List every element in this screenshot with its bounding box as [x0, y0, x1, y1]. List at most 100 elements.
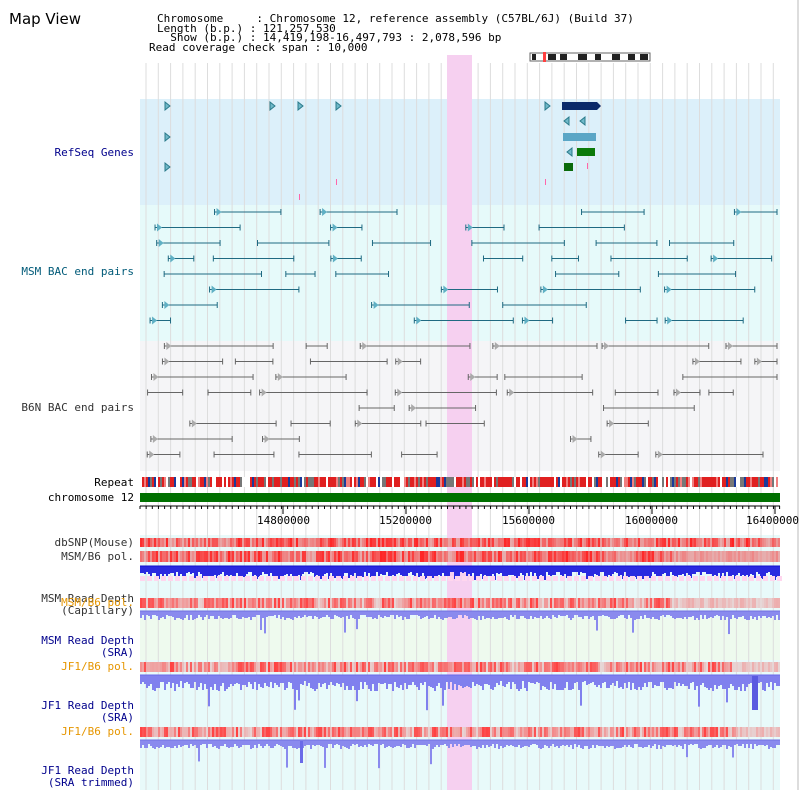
msm-b6-pol-heatmap-2	[764, 598, 766, 608]
jf1-b6-pol-heatmap	[218, 662, 220, 672]
repeat-segment	[572, 477, 574, 487]
msm-b6-pol-heatmap-2	[660, 598, 662, 608]
jf1-b6-pol-heatmap-2	[630, 727, 632, 737]
jf1-b6-pol-heatmap	[642, 662, 644, 672]
repeat-segment	[222, 477, 224, 487]
jf1-sra-depth	[714, 675, 716, 685]
msm-b6-pol-heatmap-2	[562, 598, 564, 608]
jf1-b6-pol-heatmap-2	[180, 727, 182, 737]
msm-capillary-depth-shade	[301, 576, 306, 581]
jf1-b6-pol-heatmap	[630, 662, 632, 672]
msm-b6-pol-heatmap	[770, 551, 772, 562]
jf1-sra-depth	[186, 675, 188, 682]
jf1-sra-depth	[698, 675, 700, 707]
dbsnp-heatmap	[524, 538, 526, 547]
msm-b6-pol-heatmap-2	[174, 598, 176, 608]
repeat-segment	[478, 477, 480, 487]
msm-capillary-depth	[234, 566, 236, 578]
dbsnp-heatmap	[550, 538, 552, 547]
jf1-b6-pol-heatmap-2	[286, 727, 288, 737]
jf1-b6-pol-heatmap-2	[408, 727, 410, 737]
repeat-segment	[652, 477, 654, 487]
msm-b6-pol-heatmap	[708, 551, 710, 562]
msm-capillary-depth	[552, 566, 554, 575]
msm-b6-pol-heatmap-2	[568, 598, 570, 608]
jf1-b6-pol-heatmap	[664, 662, 666, 672]
ideogram-band	[532, 54, 536, 60]
dbsnp-heatmap	[200, 538, 202, 547]
track-label-msm-bac[interactable]: MSM BAC end pairs	[21, 265, 134, 278]
jf1-b6-pol-heatmap	[540, 662, 542, 672]
jf1-b6-pol-heatmap	[600, 662, 602, 672]
repeat-segment	[556, 477, 558, 487]
msm-capillary-depth	[346, 566, 348, 573]
jf1-b6-pol-heatmap-2	[368, 727, 370, 737]
msm-b6-pol-heatmap-2	[666, 598, 668, 608]
msm-b6-pol-heatmap-2	[518, 598, 520, 608]
msm-b6-pol-heatmap-2	[284, 598, 286, 608]
msm-capillary-depth	[212, 566, 214, 579]
jf1-trimmed-depth	[522, 740, 524, 747]
jf1-b6-pol-heatmap	[282, 662, 284, 672]
msm-b6-pol-heatmap-2	[200, 598, 202, 608]
jf1-sra-depth	[366, 675, 368, 685]
track-label-msm-b6-pol: MSM/B6 pol.	[61, 550, 134, 563]
jf1-trimmed-depth	[168, 740, 170, 747]
jf1-b6-pol-heatmap	[190, 662, 192, 672]
bac-end-marker	[332, 254, 338, 263]
msm-capillary-depth	[634, 566, 636, 577]
msm-sra-depth	[746, 611, 748, 620]
jf1-sra-depth	[684, 675, 686, 686]
msm-b6-pol-heatmap-2	[184, 598, 186, 608]
msm-capillary-depth-shade	[742, 576, 747, 581]
jf1-b6-pol-heatmap	[526, 662, 528, 672]
msm-b6-pol-heatmap	[722, 551, 724, 562]
msm-sra-depth	[404, 611, 406, 617]
msm-b6-pol-heatmap-2	[404, 598, 406, 608]
msm-b6-pol-heatmap-2	[290, 598, 292, 608]
msm-sra-depth	[196, 611, 198, 618]
msm-b6-pol-heatmap	[672, 551, 674, 562]
repeat-segment	[576, 477, 578, 487]
repeat-segment	[526, 477, 528, 487]
jf1-trimmed-depth	[730, 740, 732, 747]
msm-capillary-depth	[444, 566, 446, 579]
dbsnp-heatmap	[512, 538, 514, 547]
jf1-sra-depth	[474, 675, 476, 686]
track-label-refseq[interactable]: RefSeq Genes	[54, 146, 134, 159]
msm-sra-depth	[602, 611, 604, 615]
msm-b6-pol-heatmap	[468, 551, 470, 562]
jf1-sra-depth	[354, 675, 356, 690]
msm-capillary-depth	[496, 566, 498, 573]
msm-capillary-depth-shade	[595, 576, 600, 581]
track-label-b6n-bac[interactable]: B6N BAC end pairs	[21, 401, 134, 414]
jf1-trimmed-depth	[290, 740, 292, 746]
repeat-segment	[392, 477, 394, 487]
jf1-trimmed-depth	[554, 740, 556, 747]
dbsnp-heatmap	[268, 538, 270, 547]
jf1-b6-pol-heatmap-2	[370, 727, 372, 737]
dbsnp-heatmap	[178, 538, 180, 547]
jf1-b6-pol-heatmap-2	[632, 727, 634, 737]
track-label-dbsnp: dbSNP(Mouse)	[54, 536, 134, 549]
msm-capillary-depth	[184, 566, 186, 579]
msm-b6-pol-heatmap-2	[152, 598, 154, 608]
jf1-sra-depth	[610, 675, 612, 685]
msm-capillary-depth	[414, 566, 416, 580]
jf1-b6-pol-heatmap-2	[232, 727, 234, 737]
jf1-b6-pol-heatmap	[776, 662, 778, 672]
jf1-trimmed-depth	[596, 740, 598, 745]
msm-capillary-depth	[400, 566, 402, 575]
msm-b6-pol-heatmap	[610, 551, 612, 562]
msm-b6-pol-heatmap-2	[612, 598, 614, 608]
msm-b6-pol-heatmap-2	[446, 598, 448, 608]
dbsnp-heatmap	[304, 538, 306, 547]
repeat-segment	[700, 477, 702, 487]
msm-capillary-depth	[706, 566, 708, 574]
jf1-sra-depth	[484, 675, 486, 684]
repeat-segment	[248, 477, 250, 487]
jf1-sra-depth	[564, 675, 566, 688]
msm-b6-pol-heatmap-2	[708, 598, 710, 608]
msm-capillary-depth	[330, 566, 332, 573]
